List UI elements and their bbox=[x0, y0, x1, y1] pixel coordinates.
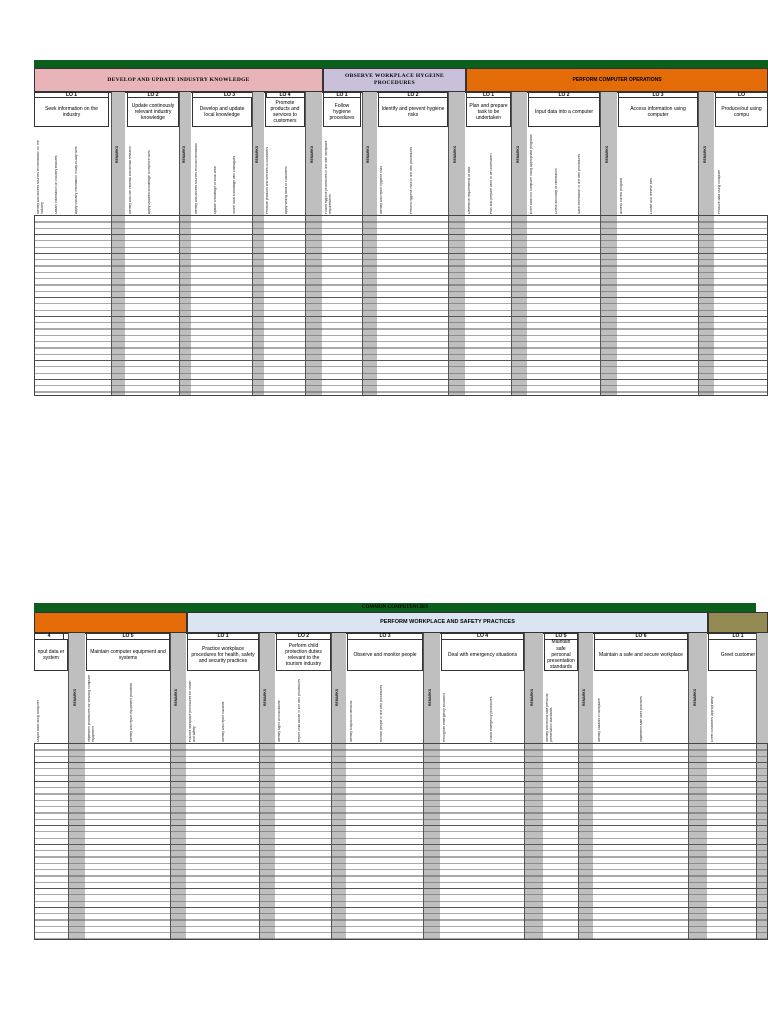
remarks-label: REMARKS bbox=[335, 688, 339, 706]
band-orange-continued bbox=[34, 612, 187, 633]
lo-title: Deal with emergency situations bbox=[441, 639, 524, 671]
lo-label: 4 bbox=[34, 633, 64, 639]
lo-label: LO 4 bbox=[441, 633, 524, 639]
remarks-label: REMARKS bbox=[263, 688, 267, 706]
lo-label: LO 1 bbox=[466, 92, 511, 98]
lo-title: Follow hygiene procedures bbox=[323, 97, 361, 127]
lo-label: LO 3 bbox=[347, 633, 423, 639]
lo-title: Seek information on the industry bbox=[34, 97, 109, 127]
band-industry-knowledge: DEVELOP AND UPDATE INDUSTRY KNOWLEDGE bbox=[34, 68, 323, 92]
criterion: Identify and report hazards bbox=[222, 701, 225, 742]
lo-title: Maintain a safe and secure workplace bbox=[594, 639, 688, 671]
lo-title: Develop and update local knowledge bbox=[192, 97, 252, 127]
common-competencies-bar: COMMON COMPETENCIES bbox=[34, 603, 756, 612]
lo-title: Update continously relevant industry kno… bbox=[127, 97, 179, 127]
lo-label: LO 3 bbox=[192, 92, 267, 98]
top-sheet: DEVELOP AND UPDATE INDUSTRY KNOWLEDGE OB… bbox=[34, 60, 768, 396]
lo-title: Maintain computer equipment and systems bbox=[86, 639, 170, 671]
lo-label: LO 2 bbox=[378, 92, 448, 98]
remarks-label: REMARKS bbox=[693, 688, 697, 706]
band-workplace-safety: PERFORM WORKPLACE AND SAFETY PRACTICES bbox=[187, 612, 708, 633]
lo-label: LO 2 bbox=[127, 92, 179, 98]
lo-label: LO 5 bbox=[86, 633, 170, 639]
lo-title: Practice workplace procedures for health… bbox=[187, 639, 259, 671]
band-olive bbox=[708, 612, 768, 633]
criterion: Identify suspicious behavior bbox=[350, 700, 353, 742]
remarks-label: REMARKS bbox=[428, 688, 432, 706]
criterion: Identify and report equipment problems bbox=[130, 683, 133, 742]
criterion: Implement procedures for cleaning comput… bbox=[88, 674, 95, 742]
lo-title: Input data into a computer bbox=[528, 97, 600, 127]
lo-label: LO 1 bbox=[323, 92, 361, 98]
band-computer-ops: PERFORM COMPUTER OPERATIONS bbox=[466, 68, 768, 92]
criterion: Recognize emergency situations bbox=[443, 692, 446, 742]
lo-title: Identify and prevent hygiene risks bbox=[378, 97, 448, 127]
criterion: Identify signs of child abuse bbox=[278, 700, 281, 742]
criterion: Identify and follow safe personal presen… bbox=[546, 693, 553, 742]
remarks-label: REMARKS bbox=[174, 688, 178, 706]
lo-title: Promote products and services to custome… bbox=[265, 97, 305, 127]
lo-label: LO 2 bbox=[528, 92, 600, 98]
lo-label: LO 3 bbox=[618, 92, 698, 98]
criterion: Identify hazards in workplace bbox=[598, 698, 601, 742]
lo-label: LO 1 bbox=[187, 633, 259, 639]
criterion: Report child abuse in line with procedur… bbox=[298, 679, 301, 742]
criterion: Monitor people in line with procedures bbox=[380, 684, 383, 742]
lo-label: LO 5 bbox=[544, 633, 578, 639]
top-green-bar bbox=[34, 60, 768, 68]
lo-title: Access information using computer bbox=[618, 97, 698, 127]
lo-label: LO 4 bbox=[265, 92, 305, 98]
entry-grid bbox=[34, 215, 768, 396]
lo-title: Perform child protection duties relevant… bbox=[276, 639, 331, 671]
remarks-label: REMARKS bbox=[582, 688, 586, 706]
lo-title: Observe and monitor people bbox=[347, 639, 423, 671]
lo-title: nput data er system bbox=[34, 639, 68, 671]
remarks-label: REMARKS bbox=[73, 688, 77, 706]
lo-label: LO 6 bbox=[594, 633, 688, 639]
criterion: Output data using computer bbox=[37, 700, 40, 742]
lo-title: Plan and prepare task to be undertaken bbox=[466, 97, 511, 127]
band-hygiene: OBSERVE WORKPLACE HYGEINE PROCEDURES bbox=[323, 68, 466, 92]
lo-title: Maintain safe personal presentation stan… bbox=[544, 639, 578, 671]
lo-label: LO 1 bbox=[34, 92, 109, 98]
criterion: Follow emergency procedures bbox=[490, 696, 493, 742]
entry-grid bbox=[34, 743, 768, 940]
lo-label: LO 2 bbox=[276, 633, 331, 639]
criterion: Implement safe work practices bbox=[640, 696, 643, 742]
remarks-label: REMARKS bbox=[530, 688, 534, 706]
criterion: Greet customers appropriately bbox=[711, 696, 714, 742]
criterion: Practice workplace procedures for health… bbox=[189, 680, 196, 742]
